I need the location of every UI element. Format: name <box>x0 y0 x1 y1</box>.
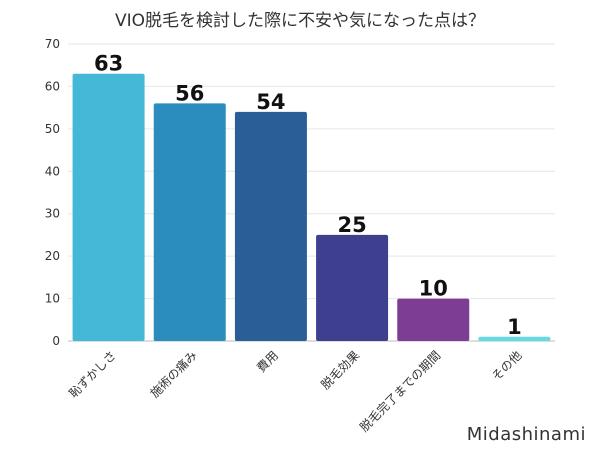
data-label: 63 <box>94 52 123 76</box>
x-tick-label: その他 <box>489 348 524 383</box>
x-tick-label: 脱毛効果 <box>318 348 363 393</box>
y-tick-label: 10 <box>45 292 60 306</box>
y-tick-label: 40 <box>45 164 60 178</box>
bars <box>72 73 551 342</box>
y-tick-label: 50 <box>45 122 60 136</box>
y-tick-label: 20 <box>45 249 60 263</box>
y-tick-label: 30 <box>45 207 60 221</box>
x-tick-label: 施術の痛み <box>147 348 200 401</box>
bar <box>316 234 389 341</box>
y-tick-label: 70 <box>45 37 60 51</box>
bar <box>478 336 551 341</box>
data-label: 54 <box>256 90 285 114</box>
x-tick-label: 脱毛完了までの期間 <box>356 348 443 435</box>
gridlines <box>68 43 555 342</box>
chart-title: VIO脱毛を検討した際に不安や気になった点は？ <box>114 11 486 31</box>
data-label: 10 <box>419 277 448 301</box>
watermark: Midashinami <box>466 424 586 445</box>
data-label: 1 <box>507 315 522 339</box>
bar <box>72 73 145 341</box>
bar <box>153 103 226 342</box>
y-tick-label: 60 <box>45 79 60 93</box>
y-tick-labels: 0 10 20 30 40 50 60 70 <box>45 37 60 348</box>
data-labels: 63 56 54 25 10 1 <box>94 52 522 339</box>
x-tick-label: 費用 <box>253 348 281 376</box>
data-label: 25 <box>337 213 366 237</box>
y-tick-label: 0 <box>52 334 60 348</box>
bar <box>234 111 307 341</box>
data-label: 56 <box>175 81 204 105</box>
bar <box>397 298 470 341</box>
x-tick-label: 恥ずかしさ <box>66 348 118 400</box>
